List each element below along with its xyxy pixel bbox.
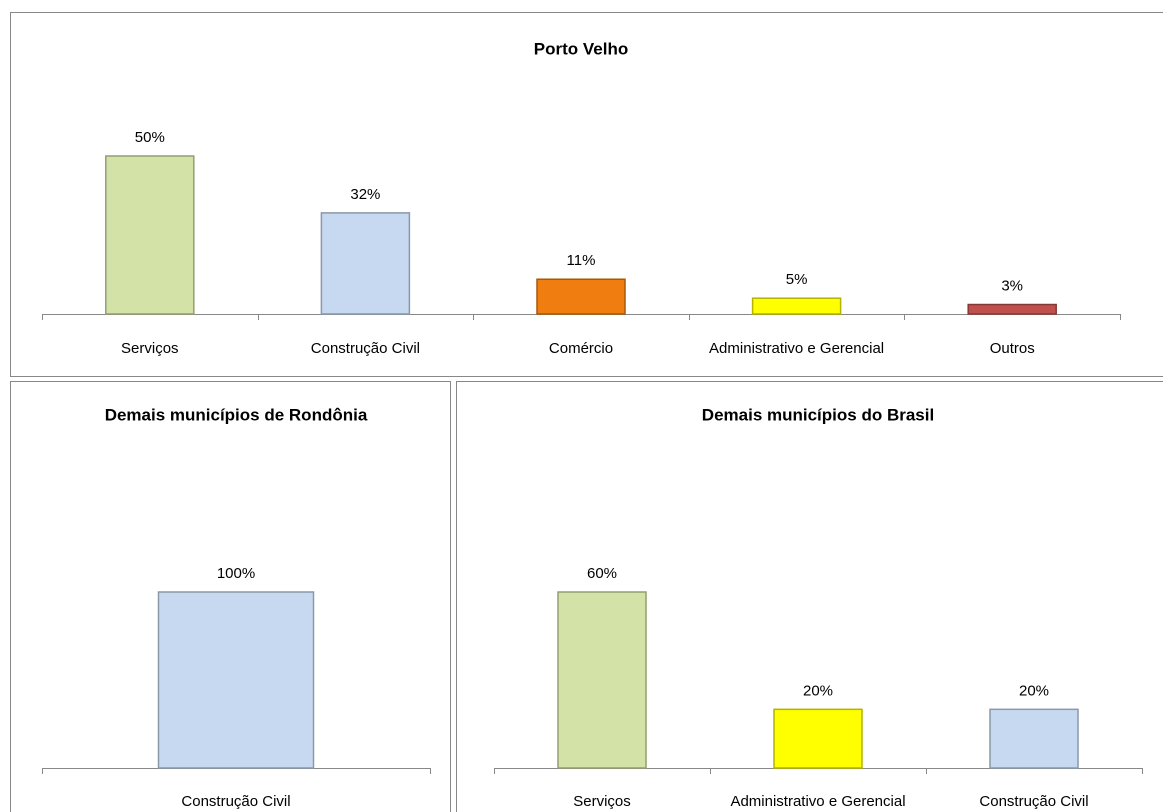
bar <box>989 708 1079 769</box>
value-label: 3% <box>1001 277 1023 294</box>
chart-frame <box>456 381 1163 812</box>
bar <box>751 297 842 315</box>
bar <box>536 278 626 315</box>
x-tick-label: Outros <box>990 340 1035 357</box>
chart-frame <box>10 12 1163 377</box>
x-tick-label: Administrativo e Gerencial <box>709 340 884 357</box>
value-label: 20% <box>1019 682 1049 699</box>
x-tick-label: Comércio <box>549 340 613 357</box>
bar <box>157 591 315 769</box>
x-tick-label: Construção Civil <box>181 793 290 810</box>
chart-title: Demais municípios do Brasil <box>702 405 934 424</box>
value-label: 50% <box>135 129 165 146</box>
bar <box>105 155 195 315</box>
value-label: 32% <box>350 186 380 203</box>
chart-frame <box>10 381 451 812</box>
x-tick-label: Administrativo e Gerencial <box>730 793 905 810</box>
chart-title: Porto Velho <box>534 39 628 58</box>
bar <box>320 212 411 315</box>
value-label: 11% <box>567 252 596 269</box>
value-label: 100% <box>217 565 255 582</box>
value-label: 20% <box>803 682 833 699</box>
value-label: 5% <box>786 271 808 288</box>
x-tick-label: Construção Civil <box>979 793 1088 810</box>
bar <box>773 708 863 769</box>
value-label: 60% <box>587 565 617 582</box>
x-tick-label: Serviços <box>121 340 179 357</box>
x-tick-label: Construção Civil <box>311 340 420 357</box>
chart-title: Demais municípios de Rondônia <box>105 405 368 424</box>
x-tick-label: Serviços <box>573 793 631 810</box>
bar <box>967 303 1057 315</box>
bar <box>557 591 647 769</box>
